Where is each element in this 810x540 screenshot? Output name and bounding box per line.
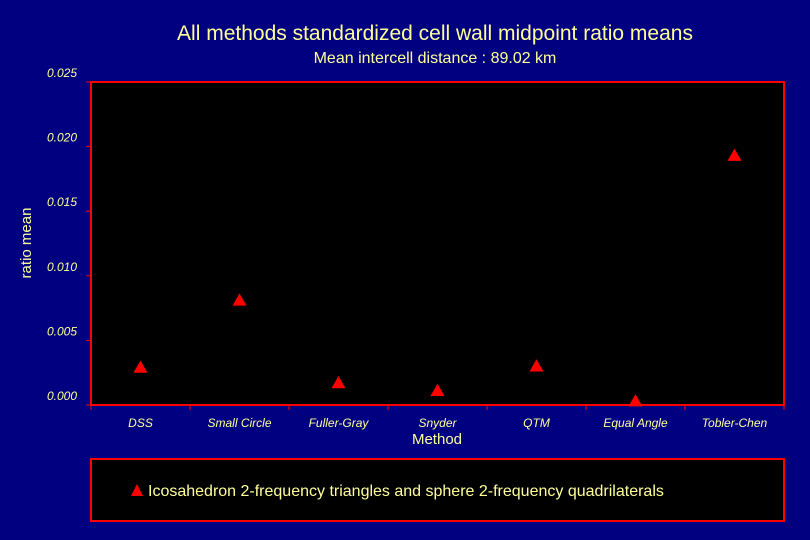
x-tick-label: Fuller-Gray: [309, 416, 370, 430]
chart-title: All methods standardized cell wall midpo…: [177, 22, 693, 45]
y-tick-label: 0.005: [47, 324, 77, 338]
y-tick-label: 0.025: [47, 66, 77, 80]
data-points: [133, 148, 742, 407]
data-point-marker: [430, 383, 445, 397]
x-tick-label: Snyder: [418, 416, 457, 430]
data-point-marker: [529, 359, 544, 372]
data-point-marker: [628, 394, 643, 407]
x-tick-label: QTM: [523, 416, 550, 430]
plot-area: [90, 81, 785, 406]
x-axis-label: Method: [412, 431, 462, 448]
x-tick-label: Equal Angle: [603, 416, 668, 430]
y-tick-label: 0.015: [47, 195, 77, 209]
x-axis: DSS Small Circle Fuller-Gray Snyder QTM Equal…: [90, 405, 785, 430]
y-tick-label: 0.000: [47, 389, 77, 403]
y-axis-label: ratio mean: [18, 208, 35, 279]
x-tick-label: Tobler-Chen: [702, 416, 768, 430]
y-tick-label: 0.020: [47, 131, 77, 145]
x-tick-label: DSS: [128, 416, 153, 430]
data-point-marker: [727, 148, 742, 161]
data-point-marker: [331, 376, 346, 389]
legend: Icosahedron 2-frequency triangles and sp…: [90, 458, 785, 522]
data-point-marker: [133, 360, 148, 373]
legend-box: [90, 458, 785, 522]
chart-subtitle: Mean intercell distance : 89.02 km: [314, 50, 557, 67]
y-tick-label: 0.010: [47, 260, 77, 274]
y-axis: 0.000 0.005 0.010 0.015 0.020 0.025: [47, 66, 91, 406]
legend-entry: Icosahedron 2-frequency triangles and sp…: [148, 483, 664, 500]
legend-marker-icon: [131, 484, 143, 496]
x-tick-label: Small Circle: [207, 416, 271, 430]
data-point-marker: [232, 293, 247, 306]
